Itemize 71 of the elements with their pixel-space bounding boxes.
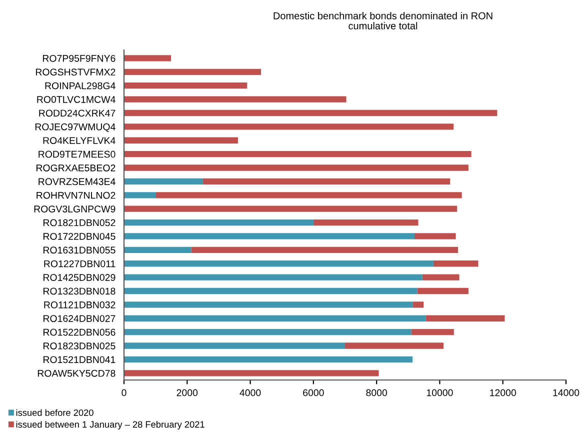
x-tick-label: 14000: [553, 389, 580, 396]
bar: [124, 164, 468, 171]
bar: [202, 178, 450, 185]
y-tick-label: RO1425DBN029: [44, 274, 116, 281]
y-tick-label: RO0TLVC1MCW4: [37, 96, 116, 103]
bar: [124, 274, 422, 280]
x-tick-label: 2000: [176, 389, 198, 396]
bar: [124, 110, 498, 116]
x-tick-label: 4000: [240, 389, 261, 396]
legend-label: issued between 1 January – 28 February 2021: [16, 420, 204, 430]
bar: [124, 219, 314, 226]
bar: [124, 315, 426, 322]
y-tick-label: ROVRZSEM43E4: [38, 178, 116, 186]
y-tick-label: ROD9TE7MEES0: [38, 150, 116, 158]
y-tick-label: RO1227DBN011: [44, 260, 116, 268]
y-tick-label: RO1522DBN056: [44, 328, 116, 336]
bar: [124, 192, 156, 198]
bar: [417, 288, 468, 294]
y-tick-label: ROHRVN7NLNO2: [36, 192, 116, 199]
bar: [124, 288, 418, 294]
bar: [124, 150, 472, 158]
bar: [414, 233, 456, 240]
bar: [124, 370, 379, 376]
bar: [124, 233, 414, 240]
bar: [422, 274, 460, 280]
y-tick-label: RO4KELYFLVK4: [43, 137, 116, 144]
bar: [124, 356, 413, 363]
y-tick-label: RODD24CXRK47: [39, 110, 116, 117]
bar: [124, 55, 172, 62]
bar: [124, 206, 458, 212]
y-tick-label: RO1121DBN032: [44, 301, 116, 308]
y-tick-label: ROJEC97WMUQ4: [35, 123, 116, 132]
bar: [124, 68, 262, 75]
y-tick-label: RO1823DBN025: [44, 342, 116, 350]
bar: [412, 302, 424, 308]
y-tick-label: ROGRXAE5BEO2: [36, 164, 116, 172]
legend-label: issued before 2020: [16, 409, 94, 416]
bar: [124, 246, 192, 253]
bar: [313, 219, 418, 226]
bar: [124, 302, 413, 308]
bar: [124, 96, 346, 102]
bar: [433, 260, 478, 267]
bar: [411, 328, 454, 336]
bar: [124, 178, 203, 185]
x-tick-label: 10000: [426, 389, 453, 396]
y-tick-label: RO1521DBN041: [44, 356, 116, 364]
bar: [124, 124, 454, 130]
x-tick-label: 8000: [366, 389, 388, 396]
bar: [156, 192, 462, 198]
y-tick-label: RO1323DBN018: [44, 288, 116, 295]
y-tick-label: ROGV3LGNPCW9: [34, 206, 116, 212]
x-tick-label: 12000: [490, 389, 516, 396]
y-tick-label: ROAW5KY5CD78: [38, 370, 116, 377]
x-tick-label: 6000: [303, 389, 324, 396]
x-tick-label: 0: [122, 389, 126, 396]
bar: [124, 342, 345, 349]
y-tick-label: ROGSHSTVFMX2: [36, 68, 116, 76]
chart-title: Domestic benchmark bonds denominated in RON cumulative total: [274, 12, 492, 30]
y-tick-label: RO1722DBN045: [44, 232, 116, 240]
y-tick-label: RO1821DBN052: [44, 219, 116, 226]
y-tick-label: RO1624DBN027: [44, 315, 116, 322]
y-tick-label: RO7P95F9FNY6: [42, 54, 116, 62]
bar: [124, 82, 248, 89]
y-tick-label: RO1631DBN055: [44, 246, 116, 254]
bar: [191, 246, 458, 253]
bar: [124, 137, 238, 144]
bar: [124, 260, 434, 267]
bar: [345, 342, 444, 349]
bar: [124, 328, 412, 336]
y-tick-label: ROINPAL298G4: [45, 82, 116, 90]
bar: [426, 315, 505, 322]
